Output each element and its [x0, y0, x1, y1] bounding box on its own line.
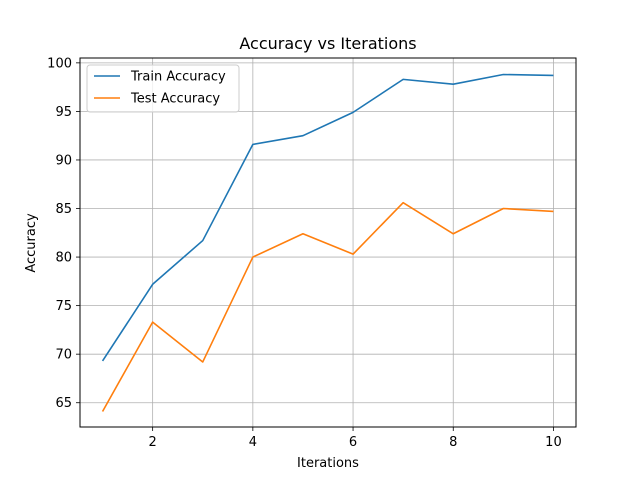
legend-label: Train Accuracy [130, 70, 226, 85]
series-line-train-accuracy [101, 73, 554, 362]
x-axis-ticks: 2 4 6 8 10 [149, 427, 562, 450]
y-axis-label: Accuracy [24, 213, 39, 273]
y-tick-label: 65 [55, 396, 72, 411]
x-axis-label: Iterations [297, 456, 359, 471]
x-tick-label: 8 [449, 435, 457, 450]
y-tick-label: 70 [55, 348, 72, 363]
y-tick-label: 75 [55, 299, 72, 314]
chart-title: Accuracy vs Iterations [239, 34, 416, 53]
series-line-test-accuracy [101, 201, 554, 412]
y-tick-label: 80 [55, 251, 72, 266]
x-tick-label: 4 [249, 435, 257, 450]
y-tick-label: 100 [47, 56, 72, 71]
y-tick-label: 95 [55, 105, 72, 120]
legend: Train Accuracy Test Accuracy [86, 64, 240, 113]
legend-label: Test Accuracy [130, 92, 220, 107]
plot-frame [79, 57, 577, 428]
legend-box [86, 64, 240, 113]
x-tick-label: 10 [545, 435, 562, 450]
grid-lines [80, 58, 576, 427]
series-lines [101, 73, 554, 412]
x-tick-label: 6 [349, 435, 357, 450]
y-tick-label: 85 [55, 202, 72, 217]
y-axis-ticks: 65 70 75 80 85 90 95 100 [47, 56, 80, 411]
x-tick-label: 2 [149, 435, 157, 450]
y-tick-label: 90 [55, 153, 72, 168]
